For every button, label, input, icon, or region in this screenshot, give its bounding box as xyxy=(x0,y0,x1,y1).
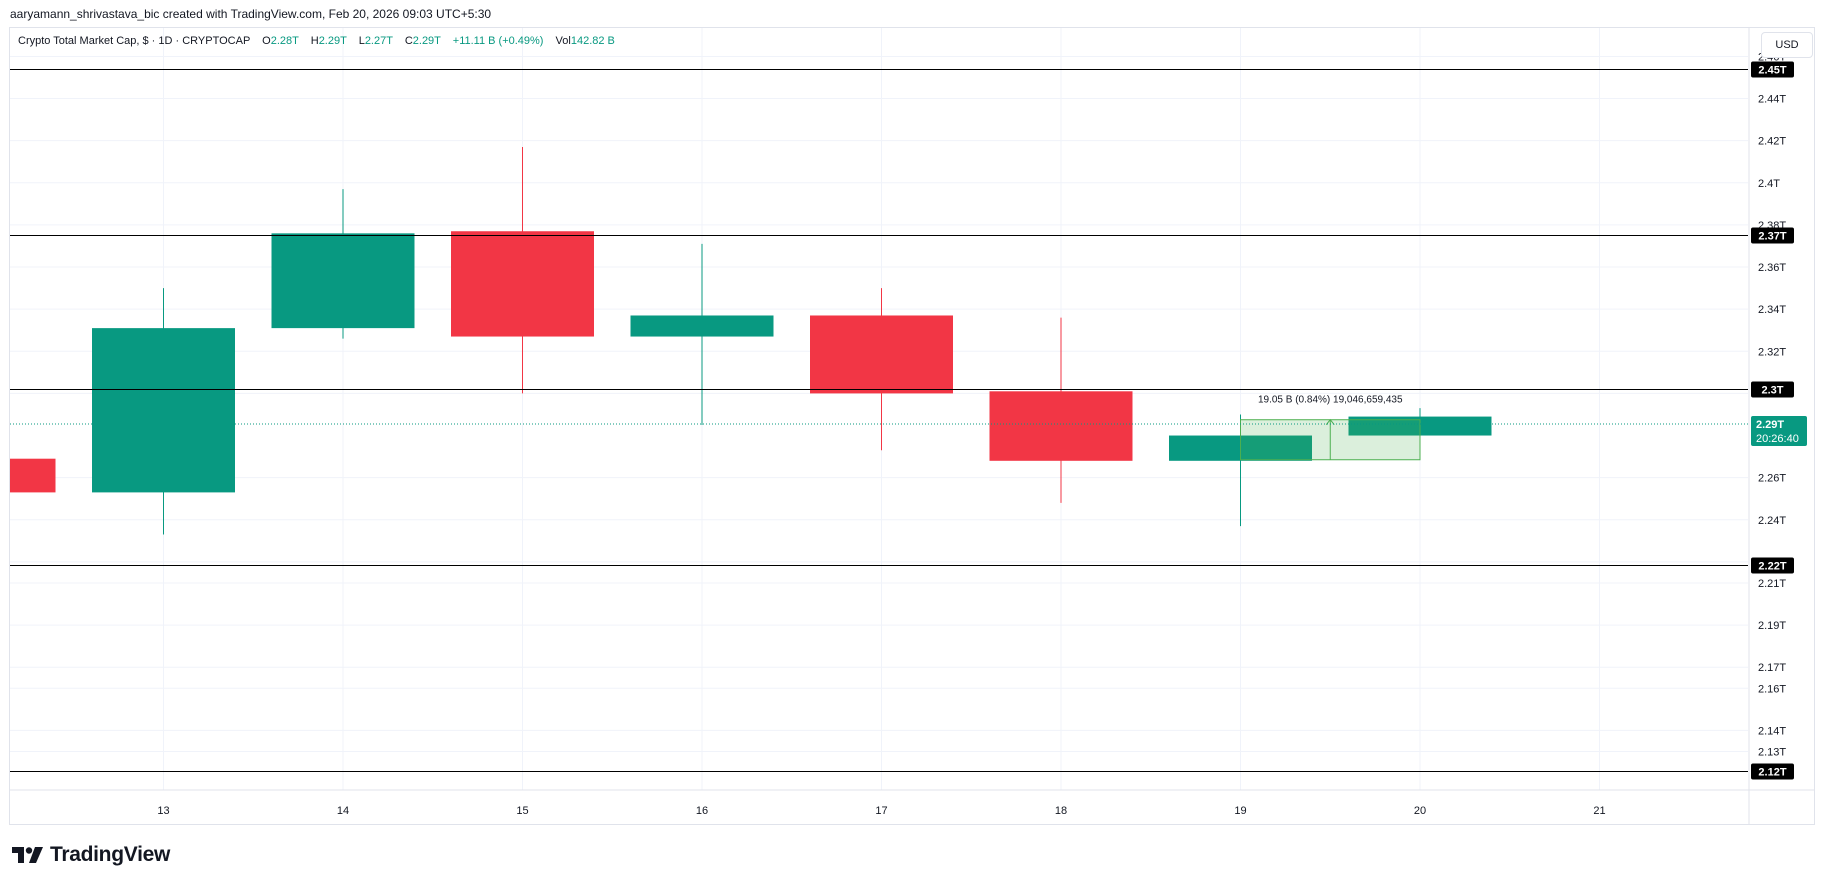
price-tick-label: 2.19T xyxy=(1758,620,1786,632)
price-tick-label: 2.42T xyxy=(1758,136,1786,148)
horizontal-line-price-label: 2.22T xyxy=(1751,557,1794,574)
horizontal-line-price-label: 2.12T xyxy=(1751,763,1794,780)
horizontal-line-label-text: 2.12T xyxy=(1758,767,1786,779)
candle-body xyxy=(271,233,415,329)
last-price-countdown: 20:26:40 xyxy=(1756,433,1799,445)
price-tick-label: 2.26T xyxy=(1758,473,1786,485)
horizontal-line-label-bg xyxy=(1751,227,1794,244)
candle-down xyxy=(989,317,1133,503)
horizontal-line-label-bg xyxy=(1751,557,1794,574)
candle-down xyxy=(810,288,953,451)
time-tick-label: 16 xyxy=(696,805,708,817)
price-tick-label: 2.17T xyxy=(1758,662,1786,674)
symbol-legend: Crypto Total Market Cap, $ · 1D · CRYPTO… xyxy=(18,35,615,47)
price-tick-label: 2.16T xyxy=(1758,683,1786,695)
candle-body xyxy=(451,231,594,337)
candle-body xyxy=(630,315,774,337)
price-range-measure xyxy=(1240,418,1421,461)
horizontal-line-price-label: 2.37T xyxy=(1751,227,1794,244)
horizontal-line-label-bg xyxy=(1751,381,1794,398)
legend-low-label: L xyxy=(358,35,365,47)
legend-vol-label: Vol xyxy=(555,35,571,47)
horizontal-line-label-text: 2.22T xyxy=(1758,561,1786,573)
legend-close: 2.29T xyxy=(412,35,441,47)
currency-selector[interactable]: USD xyxy=(1761,32,1813,58)
candle-down xyxy=(451,147,594,394)
last-price-label: 2.29T 20:26:40 xyxy=(1751,415,1807,446)
horizontal-line-label-bg xyxy=(1751,763,1794,780)
chart-frame xyxy=(9,27,1815,825)
price-tick-label: 2.4T xyxy=(1758,178,1780,190)
chart-attribution: aaryamann_shrivastava_bic created with T… xyxy=(10,7,492,21)
tradingview-logo-text: TradingView xyxy=(50,843,171,866)
horizontal-line-label-text: 2.45T xyxy=(1758,65,1786,77)
tradingview-logo-icon xyxy=(12,847,43,863)
legend-open-label: O xyxy=(262,35,271,47)
plot-area xyxy=(10,69,1748,772)
price-tick-label: 2.32T xyxy=(1758,346,1786,358)
horizontal-line-price-label: 2.3T xyxy=(1751,381,1794,398)
measure-arrow-head xyxy=(1325,418,1335,426)
price-tick-label: 2.36T xyxy=(1758,262,1786,274)
price-tick-label: 2.24T xyxy=(1758,515,1786,527)
time-tick-label: 20 xyxy=(1414,805,1426,817)
horizontal-line-label-text: 2.3T xyxy=(1761,385,1783,397)
candle-body xyxy=(989,391,1133,461)
legend-symbol[interactable]: Crypto Total Market Cap, $ · 1D · CRYPTO… xyxy=(18,35,251,47)
candle-up xyxy=(630,243,774,425)
grid-lines xyxy=(10,28,1748,790)
time-tick-label: 17 xyxy=(875,805,887,817)
tradingview-logo[interactable]: TradingView xyxy=(12,843,170,867)
price-tick-label: 2.13T xyxy=(1758,746,1786,758)
candle-body xyxy=(810,315,953,394)
last-price-value: 2.29T xyxy=(1756,419,1784,431)
candle-up xyxy=(271,189,415,339)
time-tick-label: 21 xyxy=(1593,805,1605,817)
candle-down xyxy=(10,458,56,493)
last-price-label-bg xyxy=(1751,415,1807,446)
horizontal-line-label-text: 2.37T xyxy=(1758,231,1786,243)
legend-change: +11.11 B (+0.49%) xyxy=(452,35,544,47)
time-tick-label: 19 xyxy=(1234,805,1246,817)
price-tick-label: 2.14T xyxy=(1758,725,1786,737)
legend-close-label: C xyxy=(404,35,413,47)
horizontal-line-price-label: 2.45T xyxy=(1751,61,1794,78)
legend-low: 2.27T xyxy=(364,35,393,47)
price-tick-label: 2.21T xyxy=(1758,578,1786,590)
legend-open: 2.28T xyxy=(270,35,299,47)
time-tick-label: 15 xyxy=(516,805,528,817)
horizontal-line-label-bg xyxy=(1751,61,1794,78)
candle-body xyxy=(10,458,56,493)
measure-label: 19.05 B (0.84%) 19,046,659,435 xyxy=(1258,395,1403,406)
price-tick-label: 2.34T xyxy=(1758,304,1786,316)
candle-body xyxy=(92,328,235,493)
time-tick-label: 13 xyxy=(157,805,169,817)
price-tick-label: 2.44T xyxy=(1758,94,1786,106)
time-tick-label: 18 xyxy=(1055,805,1067,817)
legend-high: 2.29T xyxy=(318,35,347,47)
candle-up xyxy=(92,288,235,535)
legend-vol: 142.82 B xyxy=(570,35,615,47)
time-tick-label: 14 xyxy=(337,805,349,817)
legend-high-label: H xyxy=(310,35,319,47)
